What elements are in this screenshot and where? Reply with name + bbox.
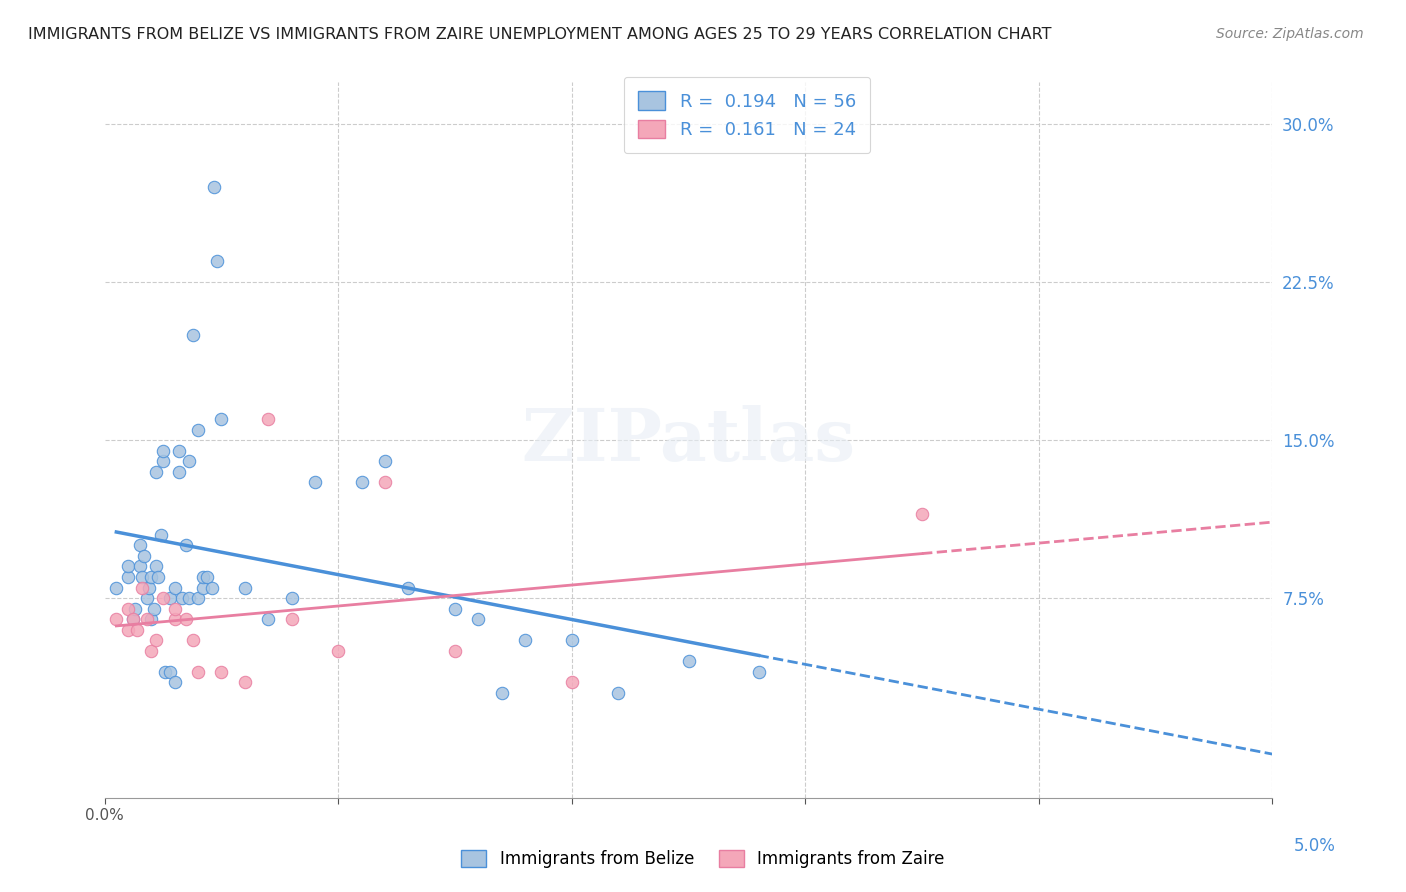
Legend: Immigrants from Belize, Immigrants from Zaire: Immigrants from Belize, Immigrants from … xyxy=(454,843,952,875)
Text: ZIPatlas: ZIPatlas xyxy=(522,405,856,475)
Point xyxy=(396,581,419,595)
Point xyxy=(149,528,172,542)
Point xyxy=(183,633,205,648)
Point xyxy=(163,612,186,626)
Point xyxy=(183,327,205,342)
Point xyxy=(117,570,139,584)
Point xyxy=(121,612,143,626)
Point xyxy=(127,623,149,637)
Point xyxy=(134,549,156,563)
Point xyxy=(187,591,209,605)
Point xyxy=(135,612,157,626)
Point xyxy=(257,612,280,626)
Point xyxy=(205,254,228,268)
Point xyxy=(159,591,181,605)
Point xyxy=(197,570,219,584)
Point xyxy=(152,454,174,468)
Point xyxy=(561,675,583,690)
Point xyxy=(177,591,200,605)
Legend: R =  0.194   N = 56, R =  0.161   N = 24: R = 0.194 N = 56, R = 0.161 N = 24 xyxy=(624,77,870,153)
Point xyxy=(163,601,186,615)
Point xyxy=(187,423,209,437)
Point xyxy=(350,475,373,490)
Point xyxy=(304,475,326,490)
Point xyxy=(467,612,489,626)
Point xyxy=(155,665,177,679)
Point xyxy=(105,612,128,626)
Point xyxy=(211,412,233,426)
Point xyxy=(138,581,160,595)
Point xyxy=(131,581,153,595)
Point xyxy=(117,559,139,574)
Point xyxy=(135,591,157,605)
Point xyxy=(163,675,186,690)
Point xyxy=(169,465,191,479)
Point xyxy=(128,559,150,574)
Point xyxy=(211,665,233,679)
Point xyxy=(204,180,226,194)
Point xyxy=(117,623,139,637)
Point xyxy=(145,559,167,574)
Point xyxy=(121,612,143,626)
Point xyxy=(233,581,256,595)
Text: Source: ZipAtlas.com: Source: ZipAtlas.com xyxy=(1216,27,1364,41)
Point xyxy=(444,601,467,615)
Point xyxy=(191,581,214,595)
Point xyxy=(128,538,150,552)
Point xyxy=(513,633,536,648)
Point xyxy=(187,665,209,679)
Point xyxy=(142,601,165,615)
Point xyxy=(201,581,224,595)
Point xyxy=(233,675,256,690)
Point xyxy=(141,570,163,584)
Point xyxy=(748,665,770,679)
Point xyxy=(163,581,186,595)
Point xyxy=(159,665,181,679)
Point xyxy=(105,581,128,595)
Point xyxy=(145,633,167,648)
Point xyxy=(280,591,302,605)
Point xyxy=(131,570,153,584)
Point xyxy=(141,643,163,657)
Point xyxy=(374,454,396,468)
Point xyxy=(124,601,146,615)
Point xyxy=(176,612,198,626)
Point xyxy=(561,633,583,648)
Point xyxy=(176,538,198,552)
Point xyxy=(911,507,934,521)
Point xyxy=(257,412,280,426)
Point xyxy=(152,591,174,605)
Point xyxy=(328,643,350,657)
Point xyxy=(141,612,163,626)
Point xyxy=(170,591,193,605)
Point xyxy=(444,643,467,657)
Point xyxy=(374,475,396,490)
Point xyxy=(152,443,174,458)
Point xyxy=(145,465,167,479)
Text: 5.0%: 5.0% xyxy=(1294,837,1336,855)
Point xyxy=(607,686,630,700)
Point xyxy=(280,612,302,626)
Point xyxy=(678,654,700,668)
Point xyxy=(491,686,513,700)
Point xyxy=(117,601,139,615)
Point xyxy=(148,570,170,584)
Point xyxy=(169,443,191,458)
Point xyxy=(191,570,214,584)
Text: IMMIGRANTS FROM BELIZE VS IMMIGRANTS FROM ZAIRE UNEMPLOYMENT AMONG AGES 25 TO 29: IMMIGRANTS FROM BELIZE VS IMMIGRANTS FRO… xyxy=(28,27,1052,42)
Point xyxy=(177,454,200,468)
